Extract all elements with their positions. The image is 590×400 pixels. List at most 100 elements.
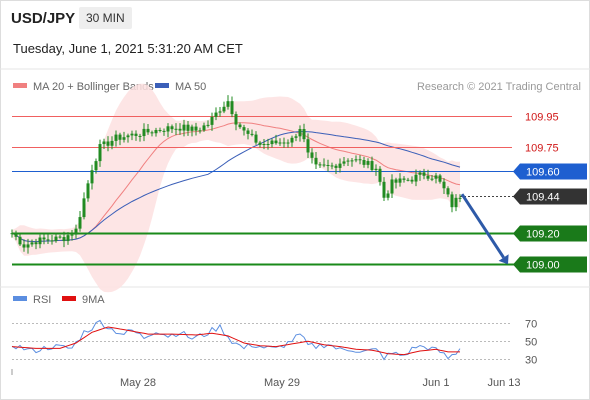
candle-body [198,130,202,132]
forecast-arrow-head [498,254,509,265]
level-tag-2 [513,163,587,180]
candle-body [270,140,274,145]
candle-body [134,133,138,136]
timeframe-button[interactable]: 30 MIN [79,7,132,29]
candle-body [362,160,366,165]
x-tick-label-2: Jun 1 [423,377,450,389]
candle-body [406,179,410,181]
candle-body [338,163,342,168]
copyright-label: Research © 2021 Trading Central [417,81,581,93]
candle-body [330,165,334,167]
candle-body [234,114,238,125]
candle-body [458,197,462,199]
candle-body [10,233,14,235]
candle-body [38,237,42,245]
chart-header: USD/JPY 30 MIN [0,0,590,36]
candle-body [194,126,198,131]
candle-body [230,101,234,115]
candle-body [182,124,186,131]
candle-body [58,236,62,238]
candle-body [250,133,254,135]
level-label-0: 109.95 [525,112,559,124]
rsi-tick-label-50: 50 [525,337,537,349]
x-tick-label-3: Jun 13 [487,377,520,389]
candle-body [66,235,70,242]
candles [10,95,462,254]
level-label-5: 109.00 [526,260,560,272]
candle-body [302,129,306,140]
candle-body [398,178,402,183]
level-label-1: 109.75 [525,143,559,155]
symbol-title: USD/JPY [11,10,76,27]
candle-body [114,134,118,141]
candle-body [22,244,26,248]
candle-body [98,144,102,162]
time-axis: May 28 May 29 Jun 1 Jun 13 [120,377,521,389]
candle-body [442,181,446,189]
candle-body [90,170,94,184]
candle-body [274,140,278,144]
candle-body [26,244,30,248]
ma9-legend-swatch [62,296,76,301]
candle-body [354,159,358,161]
rsi-line [11,319,461,361]
candle-body [186,124,190,131]
level-label-4: 109.20 [526,229,560,241]
ma9-legend-label: 9MA [82,294,105,306]
candle-body [30,242,34,245]
candle-body [382,181,386,198]
candle-body [14,233,18,237]
candle-body [54,236,58,241]
candle-body [126,135,130,138]
candle-body [314,157,318,165]
candle-body [394,179,398,183]
candle-body [110,140,114,146]
ma20-legend-label: MA 20 + Bollinger Bands [33,81,154,93]
candle-body [310,152,314,158]
candle-body [386,193,390,198]
candle-body [206,124,210,126]
rsi-legend-swatch [13,296,27,301]
candle-body [46,239,50,241]
candle-body [266,144,270,146]
x-tick-label-1: May 29 [264,377,300,389]
candle-body [74,228,78,235]
candle-body [278,142,282,144]
candle-body [254,134,258,143]
candle-body [70,234,74,236]
candle-body [342,161,346,164]
candle-body [166,126,170,132]
level-tag-4 [513,225,587,242]
candle-body [78,217,82,229]
candle-body [82,198,86,218]
candle-body [430,178,434,180]
forecast-arrow-shaft [460,193,505,259]
candle-body [370,161,374,170]
candle-body [202,125,206,131]
rsi-legend-label: RSI [33,294,51,306]
candle-body [122,137,126,140]
candle-body [142,128,146,137]
candle-body [346,160,350,162]
candle-body [390,179,394,194]
candle-body [162,130,166,132]
candle-body [190,126,194,131]
candle-body [106,141,110,146]
candle-body [454,197,458,208]
candle-body [262,144,266,146]
rsi-tick-label-30: 30 [525,355,537,367]
candle-body [350,160,354,162]
candle-body [334,165,338,168]
candle-body [446,188,450,195]
candle-body [366,161,370,165]
rsi-ma-line [11,326,460,356]
candle-body [238,124,242,128]
candle-body [178,128,182,131]
candle-body [414,174,418,182]
candle-body [290,137,294,143]
level-tag-5 [513,256,587,273]
candle-body [214,112,218,117]
candle-body [298,129,302,137]
candle-body [222,106,226,112]
